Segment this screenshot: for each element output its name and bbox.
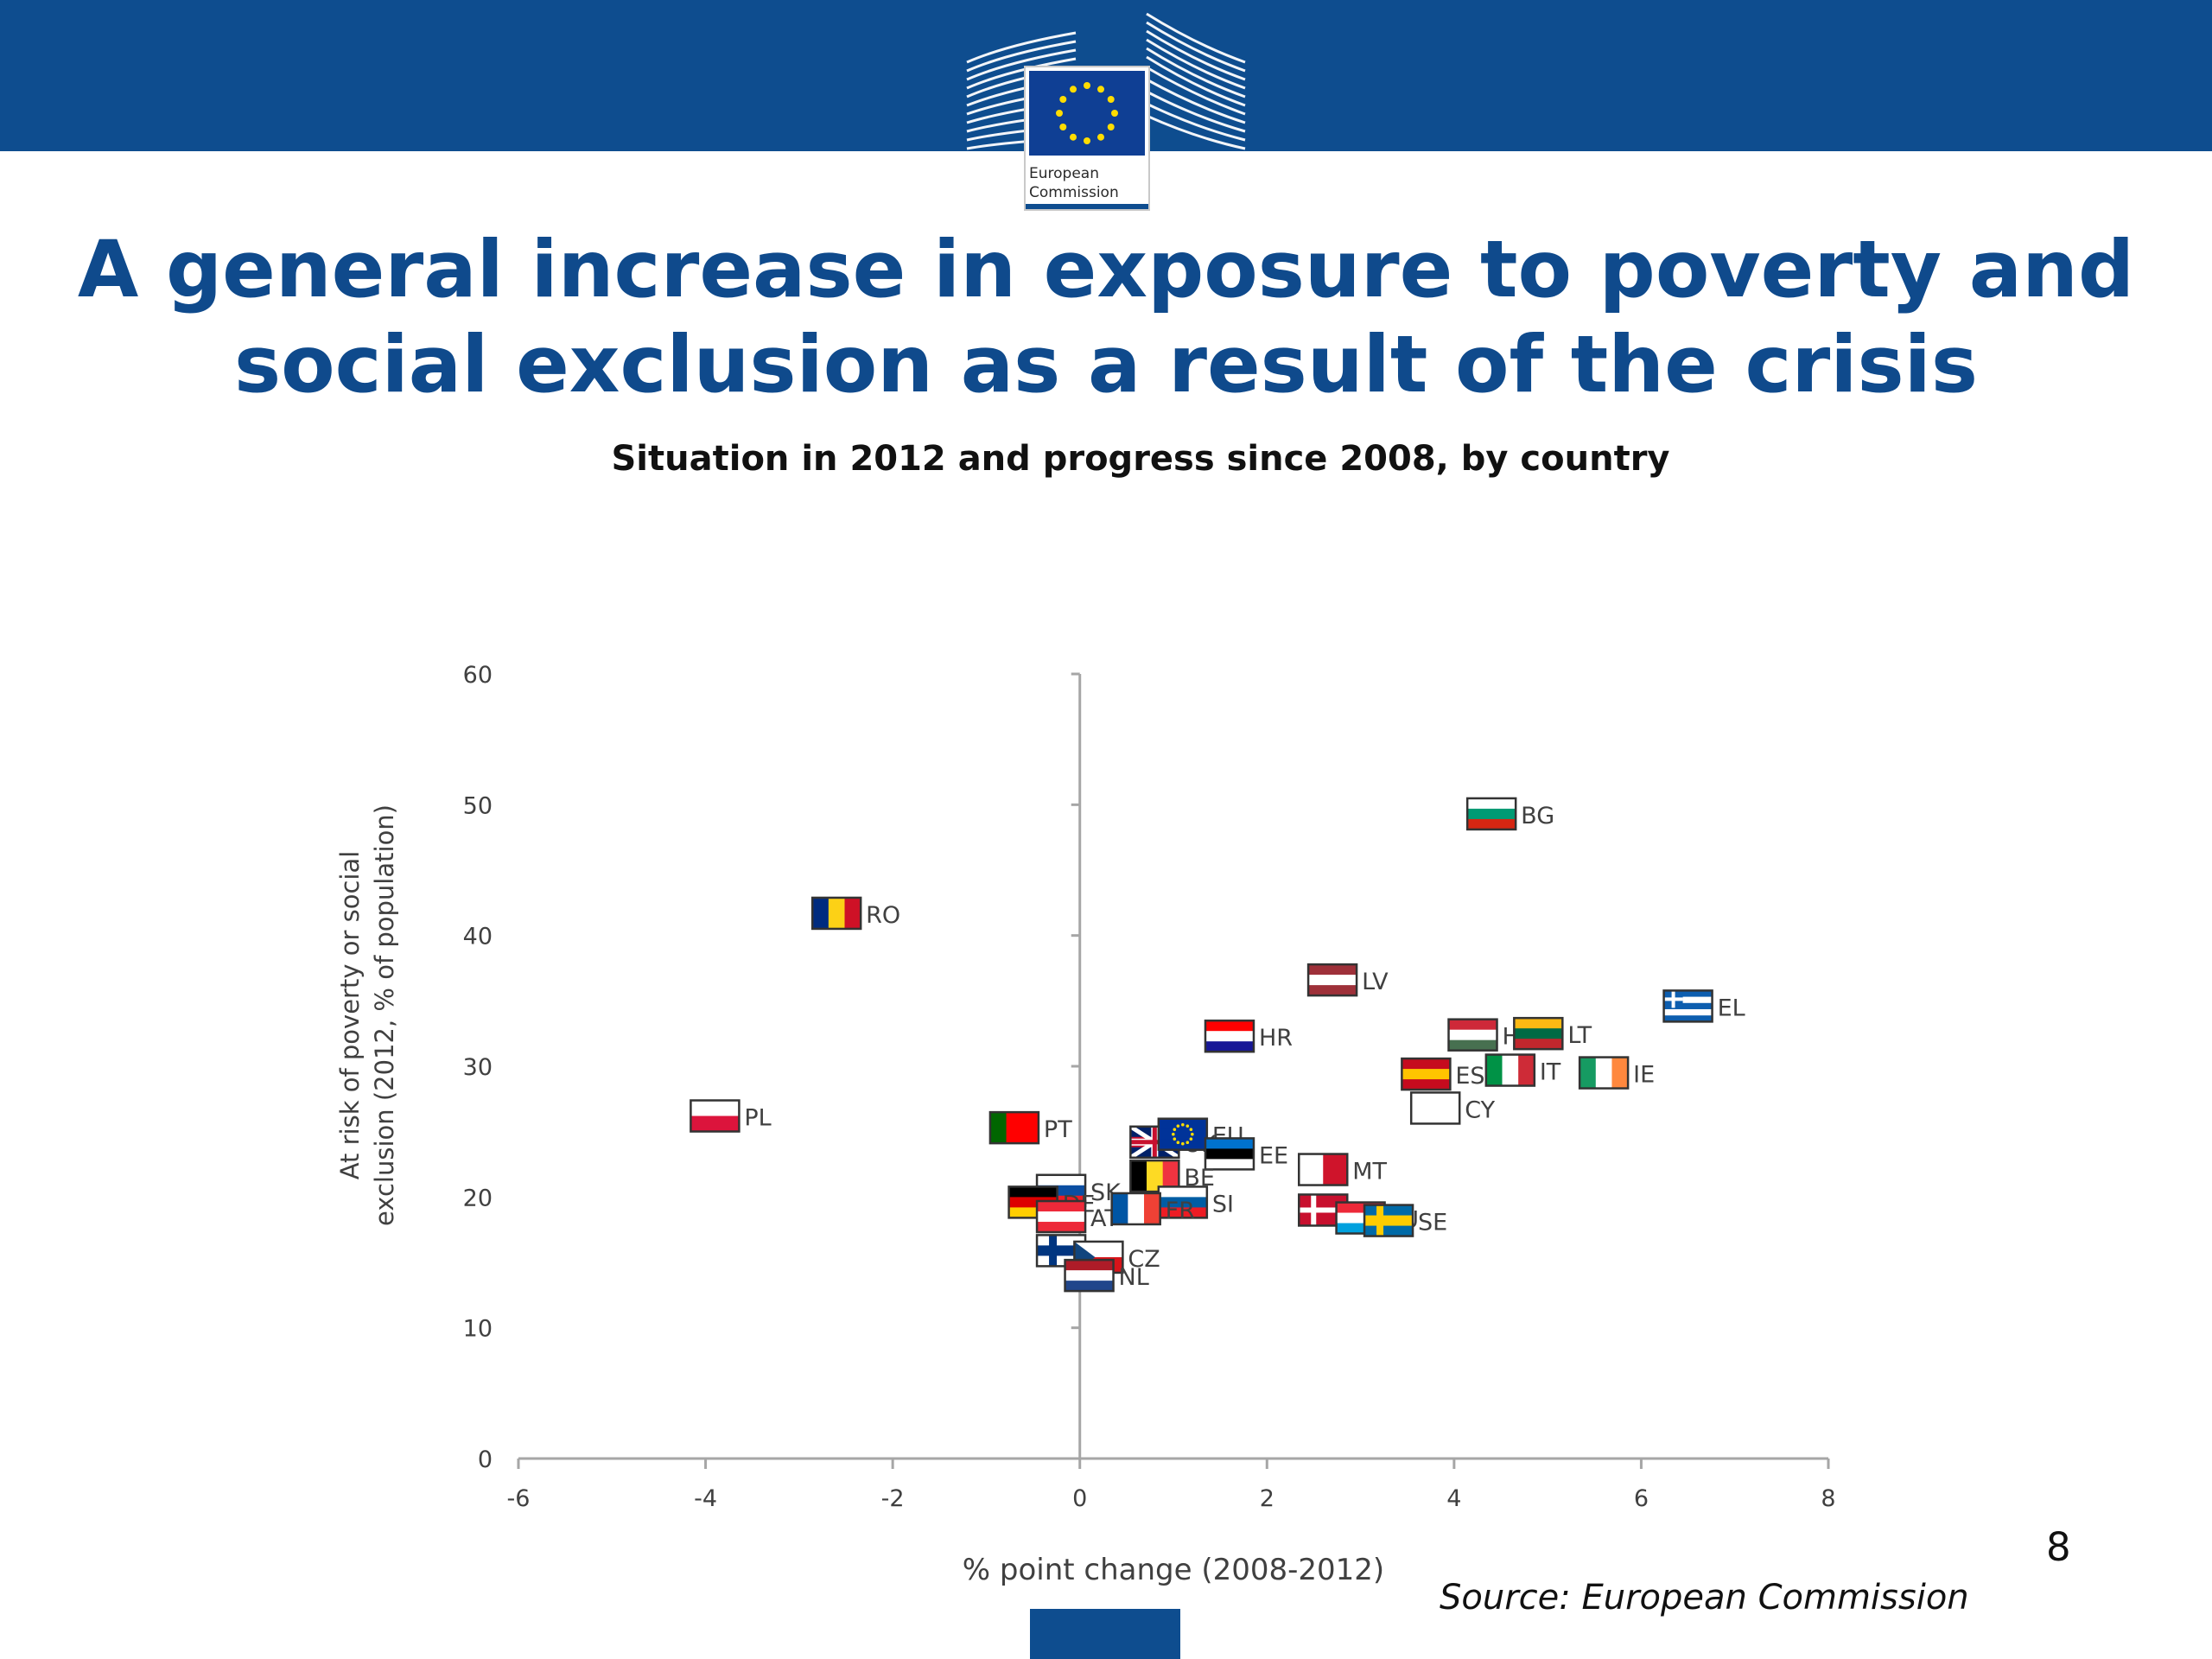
y-axis-title-line2: exclusion (2012, % of population) bbox=[370, 804, 399, 1226]
data-point-at: AT bbox=[1035, 1199, 1119, 1234]
y-tick-label: 50 bbox=[463, 792, 493, 819]
logo-text: European Commission bbox=[1029, 164, 1119, 202]
point-label: SE bbox=[1418, 1210, 1447, 1236]
data-point-ie: IE bbox=[1578, 1056, 1655, 1090]
eu-star-icon bbox=[1070, 86, 1077, 93]
y-tick-label: 10 bbox=[463, 1316, 493, 1343]
logo-card: European Commission bbox=[1024, 66, 1150, 211]
y-tick-label: 0 bbox=[478, 1446, 493, 1473]
logo-text-line1: European bbox=[1029, 165, 1099, 182]
point-label: MT bbox=[1352, 1159, 1387, 1185]
point-label: BG bbox=[1521, 803, 1554, 830]
point-label: CY bbox=[1465, 1096, 1495, 1123]
point-label: EL bbox=[1718, 995, 1745, 1021]
x-tick-label: 4 bbox=[1446, 1485, 1461, 1512]
eu-star-icon bbox=[1097, 133, 1104, 141]
data-point-se: SE bbox=[1363, 1204, 1447, 1237]
data-point-pt: PT bbox=[988, 1110, 1072, 1145]
point-label: PL bbox=[744, 1105, 771, 1132]
point-label: SI bbox=[1212, 1191, 1234, 1217]
eu-star-icon bbox=[1107, 96, 1115, 103]
y-axis-title-line1: At risk of poverty or social bbox=[335, 851, 365, 1180]
x-tick-label: 2 bbox=[1260, 1485, 1274, 1512]
data-point-de: DE bbox=[1007, 1185, 1095, 1219]
chart-title: Situation in 2012 and progress since 200… bbox=[611, 439, 1670, 479]
x-tick-label: -2 bbox=[881, 1485, 905, 1512]
data-point-lt: LT bbox=[1513, 1016, 1592, 1051]
page-number: 8 bbox=[2046, 1524, 2071, 1570]
x-tick-label: -4 bbox=[694, 1485, 717, 1512]
point-label: EE bbox=[1259, 1142, 1288, 1169]
point-label: PT bbox=[1044, 1116, 1072, 1143]
x-tick-label: 0 bbox=[1072, 1485, 1087, 1512]
logo-rule bbox=[1026, 204, 1148, 209]
point-label: ES bbox=[1455, 1063, 1484, 1090]
eu-star-icon bbox=[1111, 110, 1118, 117]
point-label: HR bbox=[1259, 1025, 1293, 1052]
point-label: CZ bbox=[1128, 1246, 1160, 1273]
logo-text-line2: Commission bbox=[1029, 184, 1119, 201]
data-point-si: SI bbox=[1157, 1185, 1234, 1219]
eu-star-icon bbox=[1056, 110, 1063, 117]
data-point-bg: BG bbox=[1465, 797, 1554, 831]
point-label: LT bbox=[1567, 1022, 1592, 1049]
y-tick-label: 40 bbox=[463, 924, 493, 950]
data-point-it: IT bbox=[1484, 1053, 1561, 1087]
european-commission-logo: European Commission bbox=[963, 10, 1249, 211]
footer-block bbox=[1030, 1609, 1180, 1659]
point-label: RO bbox=[866, 902, 900, 929]
data-point-ro: RO bbox=[810, 896, 900, 931]
title-line2: social exclusion as a result of the cris… bbox=[233, 320, 1979, 410]
x-tick-label: -6 bbox=[507, 1485, 531, 1512]
eu-star-icon bbox=[1070, 133, 1077, 141]
x-tick-label: 8 bbox=[1821, 1485, 1835, 1512]
data-point-nl: NL bbox=[1064, 1258, 1149, 1293]
y-tick-label: 60 bbox=[463, 662, 493, 689]
source-note: Source: European Commission bbox=[1440, 1578, 1969, 1618]
data-point-hr: HR bbox=[1204, 1019, 1293, 1053]
y-tick-label: 30 bbox=[463, 1054, 493, 1081]
y-tick-label: 20 bbox=[463, 1185, 493, 1211]
point-label: LV bbox=[1362, 969, 1389, 995]
data-point-lv: LV bbox=[1306, 963, 1389, 997]
eu-star-icon bbox=[1059, 124, 1067, 130]
data-point-el: EL bbox=[1662, 989, 1745, 1023]
x-tick-label: 6 bbox=[1634, 1485, 1649, 1512]
point-label: IE bbox=[1633, 1062, 1655, 1089]
eu-star-icon bbox=[1084, 82, 1090, 89]
eu-star-icon bbox=[1107, 124, 1115, 130]
point-label: IT bbox=[1540, 1059, 1561, 1086]
point-label: NL bbox=[1119, 1264, 1149, 1291]
data-point-pl: PL bbox=[690, 1099, 772, 1133]
eu-flag-icon bbox=[1029, 71, 1145, 156]
eu-stars-icon bbox=[1056, 82, 1118, 144]
data-point-mt: MT bbox=[1298, 1153, 1388, 1186]
eu-star-icon bbox=[1059, 96, 1067, 103]
eu-star-icon bbox=[1097, 86, 1104, 93]
data-point-cy: CY bbox=[1409, 1091, 1496, 1125]
x-axis-title: % point change (2008-2012) bbox=[963, 1553, 1384, 1587]
data-point-es: ES bbox=[1401, 1057, 1485, 1091]
eu-star-icon bbox=[1084, 137, 1090, 144]
data-point-fr: FR bbox=[1110, 1192, 1195, 1226]
data-point-ee: EE bbox=[1204, 1137, 1288, 1171]
point-label: FR bbox=[1166, 1198, 1195, 1224]
y-axis-title: At risk of poverty or social exclusion (2… bbox=[335, 804, 399, 1226]
page-title: A general increase in exposure to povert… bbox=[35, 223, 2177, 413]
title-line1: A general increase in exposure to povert… bbox=[77, 225, 2135, 315]
